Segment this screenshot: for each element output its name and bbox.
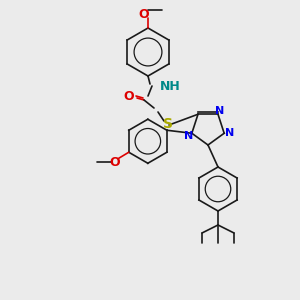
Text: NH: NH <box>160 80 181 94</box>
Text: O: O <box>124 91 134 103</box>
Text: N: N <box>215 106 225 116</box>
Text: N: N <box>224 128 234 138</box>
Text: O: O <box>110 156 120 169</box>
Text: N: N <box>184 131 194 141</box>
Text: S: S <box>163 117 173 131</box>
Text: O: O <box>139 8 149 20</box>
